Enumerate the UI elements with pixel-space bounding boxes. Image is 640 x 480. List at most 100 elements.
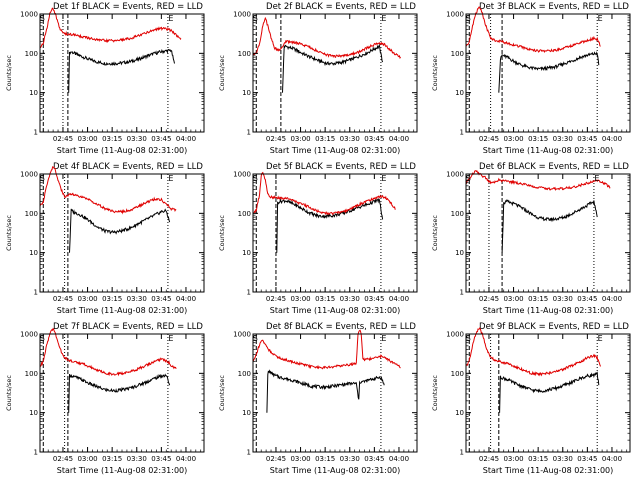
events-series-line	[69, 208, 171, 253]
chart-title: Det 1f BLACK = Events, RED = LLD	[53, 2, 203, 12]
lld-series-line	[39, 7, 182, 49]
plot-frame	[252, 333, 418, 453]
x-tick-label: 03:30	[553, 295, 573, 303]
end-marker-label: E	[168, 14, 173, 23]
start-marker-label: S	[253, 334, 258, 343]
y-tick-label: 1000	[20, 11, 38, 19]
x-tick-label: 03:45	[577, 135, 597, 143]
lld-series-line	[39, 327, 177, 377]
end-marker-label: E	[594, 174, 599, 183]
end-marker-label: E	[381, 334, 386, 343]
x-tick-label: 03:45	[364, 135, 384, 143]
start-marker-label: S	[253, 174, 258, 183]
events-series-line	[68, 48, 175, 93]
x-tick-label: 03:15	[102, 135, 122, 143]
x-tick-label: 03:30	[127, 295, 147, 303]
end-marker-label: E	[381, 174, 386, 183]
y-axis-label: Counts/sec	[431, 375, 439, 411]
x-axis-label: Start Time (11-Aug-08 02:31:00)	[270, 306, 401, 315]
events-series-line	[266, 369, 385, 413]
x-tick-label: 03:45	[364, 295, 384, 303]
x-tick-label: 03:45	[577, 295, 597, 303]
detector-chart: Det 3f BLACK = Events, RED = LLD Counts/s…	[431, 2, 631, 155]
chart-title: Det 6f BLACK = Events, RED = LLD	[479, 162, 629, 172]
x-tick-label: 03:45	[151, 455, 171, 463]
x-tick-label: 02:45	[266, 135, 286, 143]
lld-series-line	[252, 171, 396, 216]
x-tick-label: 02:45	[266, 295, 286, 303]
events-series-line	[282, 43, 384, 93]
lld-series-line	[39, 166, 177, 215]
y-tick-label: 1000	[20, 331, 38, 339]
y-tick-label: 10	[455, 409, 464, 417]
x-tick-label: 03:15	[528, 455, 548, 463]
x-axis-label: Start Time (11-Aug-08 02:31:00)	[57, 306, 188, 315]
x-tick-label: 03:30	[340, 455, 360, 463]
chart-title: Det 4f BLACK = Events, RED = LLD	[53, 162, 203, 172]
x-tick-label: 03:30	[127, 455, 147, 463]
y-tick-label: 100	[25, 370, 38, 378]
y-tick-label: 1	[460, 449, 464, 457]
lld-series-line	[465, 327, 601, 377]
plot-frame	[252, 13, 418, 133]
x-axis-label: Start Time (11-Aug-08 02:31:00)	[483, 146, 614, 155]
lld-series-line	[252, 16, 401, 59]
events-series-line	[498, 51, 600, 93]
x-tick-label: 02:45	[479, 135, 499, 143]
x-axis-label: Start Time (11-Aug-08 02:31:00)	[57, 466, 188, 475]
x-axis-label: Start Time (11-Aug-08 02:31:00)	[483, 306, 614, 315]
chart-title: Det 9f BLACK = Events, RED = LLD	[479, 322, 629, 332]
events-series-line	[499, 371, 600, 413]
x-tick-label: 04:00	[602, 455, 622, 463]
y-axis-label: Counts/sec	[5, 55, 13, 91]
y-tick-label: 10	[242, 249, 251, 257]
x-tick-label: 02:45	[53, 295, 73, 303]
y-tick-label: 10	[242, 409, 251, 417]
x-tick-label: 02:45	[266, 455, 286, 463]
y-tick-label: 1000	[446, 11, 464, 19]
events-series-line	[501, 199, 598, 253]
y-tick-label: 1000	[20, 171, 38, 179]
y-axis-label: Counts/sec	[5, 375, 13, 411]
start-marker-label: S	[253, 14, 258, 23]
x-tick-label: 03:15	[315, 135, 335, 143]
x-tick-label: 03:15	[528, 135, 548, 143]
x-tick-label: 03:15	[315, 295, 335, 303]
detector-chart: Det 4f BLACK = Events, RED = LLD Counts/s…	[5, 162, 205, 315]
y-tick-label: 1000	[233, 171, 251, 179]
x-tick-label: 04:00	[602, 295, 622, 303]
y-tick-label: 10	[455, 249, 464, 257]
y-tick-label: 10	[29, 409, 38, 417]
x-tick-label: 03:00	[77, 135, 97, 143]
x-tick-label: 03:00	[290, 455, 310, 463]
end-marker-label: E	[168, 174, 173, 183]
x-tick-label: 03:00	[503, 295, 523, 303]
x-tick-label: 03:00	[77, 295, 97, 303]
x-axis-label: Start Time (11-Aug-08 02:31:00)	[270, 466, 401, 475]
detector-chart: Det 2f BLACK = Events, RED = LLD Counts/s…	[218, 2, 418, 155]
x-tick-label: 03:00	[503, 455, 523, 463]
x-tick-label: 03:00	[503, 135, 523, 143]
detector-chart: Det 9f BLACK = Events, RED = LLD Counts/s…	[431, 322, 631, 475]
events-series-line	[276, 198, 384, 253]
y-tick-label: 100	[238, 370, 251, 378]
x-tick-label: 03:15	[315, 455, 335, 463]
start-marker-label: S	[466, 334, 471, 343]
start-marker-label: S	[466, 14, 471, 23]
start-marker-label: S	[466, 174, 471, 183]
y-axis-label: Counts/sec	[431, 215, 439, 251]
end-marker-label: E	[381, 14, 386, 23]
x-tick-label: 03:15	[528, 295, 548, 303]
detector-chart: Det 6f BLACK = Events, RED = LLD Counts/s…	[431, 162, 631, 315]
y-tick-label: 1	[34, 289, 38, 297]
x-tick-label: 03:30	[553, 455, 573, 463]
chart-title: Det 2f BLACK = Events, RED = LLD	[266, 2, 416, 12]
detector-chart: Det 1f BLACK = Events, RED = LLD Counts/s…	[5, 2, 205, 155]
plot-frame	[465, 173, 631, 293]
chart-title: Det 5f BLACK = Events, RED = LLD	[266, 162, 416, 172]
y-axis-label: Counts/sec	[5, 215, 13, 251]
y-axis-label: Counts/sec	[431, 55, 439, 91]
y-tick-label: 100	[238, 210, 251, 218]
x-tick-label: 03:30	[553, 135, 573, 143]
x-tick-label: 04:00	[176, 135, 196, 143]
